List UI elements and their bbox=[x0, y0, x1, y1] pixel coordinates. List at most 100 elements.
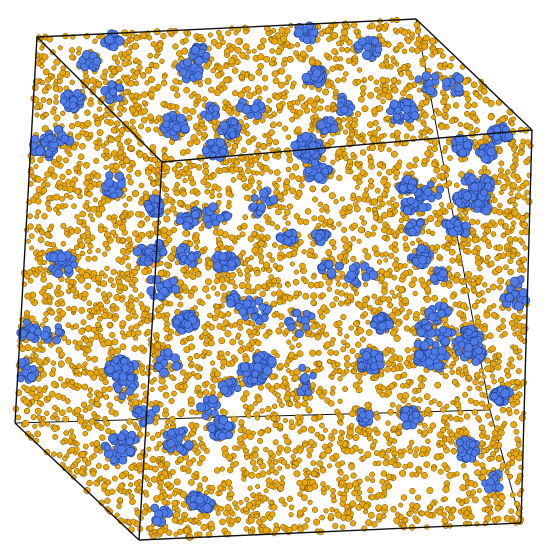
matrix-particle bbox=[135, 211, 142, 218]
matrix-particle bbox=[488, 421, 494, 427]
matrix-particle bbox=[437, 47, 444, 54]
matrix-particle bbox=[36, 414, 42, 420]
matrix-particle bbox=[343, 23, 349, 30]
matrix-particle bbox=[63, 192, 70, 199]
matrix-particle bbox=[248, 255, 254, 261]
matrix-particle bbox=[498, 500, 505, 507]
matrix-particle bbox=[68, 122, 76, 130]
matrix-particle bbox=[340, 339, 347, 345]
matrix-particle bbox=[118, 472, 126, 480]
matrix-particle bbox=[100, 143, 106, 149]
matrix-particle bbox=[70, 287, 77, 294]
matrix-particle bbox=[149, 86, 156, 93]
matrix-particle bbox=[407, 448, 413, 455]
matrix-particle bbox=[514, 436, 521, 443]
matrix-particle bbox=[389, 401, 396, 408]
matrix-particle bbox=[300, 425, 308, 433]
matrix-particle bbox=[148, 312, 155, 320]
matrix-particle bbox=[393, 201, 400, 209]
matrix-particle bbox=[159, 58, 165, 64]
matrix-particle bbox=[33, 193, 40, 200]
matrix-particle bbox=[243, 29, 249, 35]
matrix-particle bbox=[517, 348, 523, 354]
matrix-particle bbox=[231, 415, 238, 423]
matrix-particle bbox=[440, 426, 447, 434]
matrix-particle bbox=[71, 305, 78, 313]
matrix-particle bbox=[331, 48, 338, 55]
matrix-particle bbox=[492, 494, 498, 500]
matrix-particle bbox=[359, 169, 366, 176]
matrix-particle bbox=[334, 156, 340, 162]
matrix-particle bbox=[57, 184, 64, 191]
matrix-particle bbox=[248, 175, 254, 181]
matrix-particle bbox=[454, 471, 460, 477]
matrix-particle bbox=[200, 524, 208, 531]
matrix-particle bbox=[240, 249, 246, 256]
matrix-particle bbox=[126, 173, 132, 180]
matrix-particle bbox=[340, 76, 347, 83]
matrix-particle bbox=[330, 337, 336, 343]
matrix-particle bbox=[161, 74, 167, 80]
matrix-particle bbox=[305, 406, 312, 413]
matrix-particle bbox=[289, 116, 295, 123]
matrix-particle bbox=[91, 326, 97, 333]
matrix-particle bbox=[172, 43, 179, 50]
matrix-particle bbox=[76, 383, 83, 389]
matrix-particle bbox=[150, 476, 158, 483]
matrix-particle bbox=[288, 351, 296, 359]
matrix-particle bbox=[383, 454, 390, 461]
matrix-particle bbox=[211, 172, 217, 179]
matrix-particle bbox=[117, 111, 123, 118]
matrix-particle bbox=[454, 182, 460, 189]
matrix-particle bbox=[376, 259, 383, 265]
matrix-particle bbox=[166, 529, 173, 536]
matrix-particle bbox=[458, 171, 465, 178]
matrix-particle bbox=[359, 215, 365, 221]
matrix-particle bbox=[342, 243, 350, 250]
matrix-particle bbox=[272, 439, 279, 446]
matrix-particle bbox=[510, 182, 517, 190]
matrix-particle bbox=[203, 490, 209, 496]
matrix-particle bbox=[310, 460, 317, 467]
matrix-particle bbox=[381, 484, 387, 491]
matrix-particle bbox=[312, 196, 318, 203]
matrix-particle bbox=[287, 100, 293, 107]
matrix-particle bbox=[271, 242, 278, 248]
matrix-particle bbox=[329, 390, 336, 396]
matrix-particle bbox=[354, 111, 362, 118]
matrix-particle bbox=[499, 462, 506, 469]
matrix-particle bbox=[223, 48, 231, 55]
matrix-particle bbox=[370, 136, 377, 143]
matrix-particle bbox=[169, 469, 176, 475]
matrix-particle bbox=[22, 398, 30, 406]
matrix-particle bbox=[502, 223, 509, 230]
matrix-particle bbox=[70, 248, 77, 255]
matrix-particle bbox=[127, 473, 134, 481]
matrix-particle bbox=[243, 526, 250, 532]
matrix-particle bbox=[367, 131, 373, 137]
matrix-particle bbox=[412, 163, 418, 169]
matrix-particle bbox=[40, 97, 47, 103]
matrix-particle bbox=[383, 257, 389, 263]
matrix-particle bbox=[59, 69, 66, 77]
matrix-particle bbox=[42, 177, 48, 183]
matrix-particle bbox=[149, 435, 156, 441]
matrix-particle bbox=[185, 459, 193, 467]
matrix-particle bbox=[289, 261, 295, 267]
matrix-particle bbox=[319, 292, 326, 299]
matrix-particle bbox=[227, 245, 234, 252]
matrix-particle bbox=[34, 407, 42, 415]
matrix-particle bbox=[364, 401, 371, 409]
matrix-particle bbox=[76, 340, 83, 347]
matrix-particle bbox=[56, 284, 62, 290]
matrix-particle bbox=[55, 155, 63, 163]
matrix-particle bbox=[375, 126, 382, 132]
matrix-particle bbox=[222, 99, 229, 106]
matrix-particle bbox=[160, 101, 166, 107]
matrix-particle bbox=[164, 192, 170, 198]
matrix-particle bbox=[516, 315, 523, 321]
matrix-particle bbox=[255, 396, 263, 404]
matrix-particle bbox=[286, 339, 292, 345]
matrix-particle bbox=[149, 144, 157, 151]
matrix-particle bbox=[252, 324, 258, 330]
